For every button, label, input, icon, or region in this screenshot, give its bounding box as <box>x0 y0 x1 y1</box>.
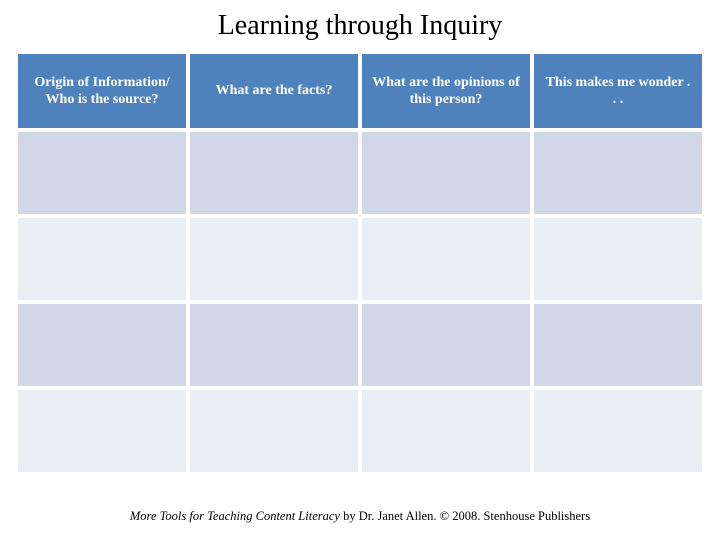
table-cell <box>362 218 530 300</box>
footnote: More Tools for Teaching Content Literacy… <box>0 509 720 524</box>
table-row <box>18 218 702 300</box>
table-container: Origin of Information/ Who is the source… <box>0 50 720 476</box>
table-cell <box>534 390 702 472</box>
table-cell <box>362 304 530 386</box>
table-row <box>18 132 702 214</box>
table-cell <box>190 132 358 214</box>
table-cell <box>534 218 702 300</box>
table-cell <box>534 132 702 214</box>
table-cell <box>18 218 186 300</box>
table-cell <box>18 132 186 214</box>
col-header-facts: What are the facts? <box>190 54 358 128</box>
table-cell <box>362 390 530 472</box>
table-cell <box>18 390 186 472</box>
table-cell <box>190 390 358 472</box>
table-row <box>18 304 702 386</box>
col-header-origin: Origin of Information/ Who is the source… <box>18 54 186 128</box>
table-header-row: Origin of Information/ Who is the source… <box>18 54 702 128</box>
table-cell <box>362 132 530 214</box>
col-header-opinions: What are the opinions of this person? <box>362 54 530 128</box>
page-title: Learning through Inquiry <box>0 0 720 50</box>
footnote-rest: by Dr. Janet Allen. © 2008. Stenhouse Pu… <box>340 509 590 523</box>
inquiry-table: Origin of Information/ Who is the source… <box>14 50 706 476</box>
col-header-wonder: This makes me wonder . . . <box>534 54 702 128</box>
table-cell <box>190 304 358 386</box>
table-row <box>18 390 702 472</box>
table-cell <box>18 304 186 386</box>
table-body <box>18 132 702 472</box>
table-cell <box>190 218 358 300</box>
table-cell <box>534 304 702 386</box>
footnote-title: More Tools for Teaching Content Literacy <box>130 509 340 523</box>
